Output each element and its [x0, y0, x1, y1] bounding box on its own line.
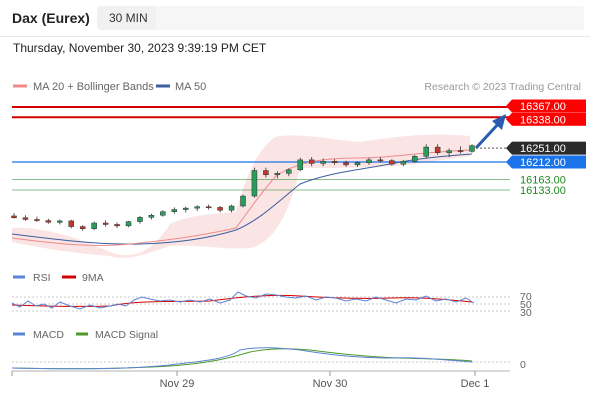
price-tag-label-0: 16367.00 [520, 101, 566, 113]
price-tag-resistance-bg [512, 112, 586, 126]
candle-body [469, 145, 475, 152]
candle-body [274, 173, 281, 176]
candle-body [377, 159, 384, 162]
price-tag-label-5: 16133.00 [520, 185, 566, 197]
candle-body [217, 207, 223, 211]
macd-line [11, 347, 473, 370]
candle-body [183, 207, 189, 210]
candle-body [434, 146, 441, 154]
candle-body [412, 156, 418, 162]
macd-signal-label: MACD Signal [95, 329, 158, 341]
forecast-arrow [474, 114, 506, 150]
x-label-nov30: Nov 30 [313, 378, 348, 390]
candle-body [22, 217, 29, 220]
candle-body [251, 170, 258, 197]
credit-text: Research © 2023 Trading Central [424, 81, 581, 93]
price-tag-label-3: 16212.00 [520, 157, 566, 169]
candle-body [194, 206, 200, 209]
price-tag-label-4: 16163.00 [520, 174, 566, 186]
rsi-ma-label: 9MA [82, 272, 104, 284]
candle-body [137, 217, 143, 222]
rsi-label: RSI [33, 272, 51, 284]
candle-body [286, 169, 292, 174]
candle-body [366, 159, 372, 163]
candle-body [102, 222, 109, 225]
candle-body [57, 220, 63, 223]
candle-body [354, 162, 361, 166]
price-tag-pointer [506, 141, 512, 155]
rsi-level-70: 70 [520, 291, 532, 303]
candle-body [148, 214, 155, 218]
price-tag-resistance-bg [512, 99, 586, 113]
price-tag-label-2: 16251.00 [520, 143, 566, 155]
main-legend: MA 20 + Bollinger Bands MA 50 Research ©… [13, 81, 581, 93]
instrument-title: Dax (Eurex) [12, 10, 90, 26]
macd-signal-line [11, 348, 473, 370]
price-tag-pointer [506, 155, 512, 169]
rsi-line [11, 291, 475, 310]
price-tag-label-1: 16338.00 [520, 114, 566, 126]
candle-body [343, 162, 349, 166]
rsi-level-50: 50 [520, 299, 532, 311]
price-tag-pivot-bg [512, 155, 586, 169]
candle-body [91, 222, 97, 229]
candle-body [125, 221, 132, 227]
candle-body [68, 220, 74, 227]
candle-body [400, 161, 407, 165]
candle-body [114, 224, 120, 227]
macd-level-0: 0 [520, 359, 526, 371]
macd-panel: MACD MACD Signal 0 [11, 329, 526, 371]
candle-body [45, 220, 52, 223]
legend-ma20-label: MA 20 + Bollinger Bands [33, 81, 154, 93]
x-label-dec1: Dec 1 [461, 378, 490, 390]
candle-body [205, 206, 212, 208]
candle-body [263, 170, 269, 176]
candle-body [423, 146, 429, 157]
ma50-line [11, 153, 473, 245]
price-levels [12, 106, 510, 191]
candle-body [228, 205, 235, 211]
price-tag-pointer [506, 99, 512, 113]
top-bar: Dax (Eurex) 30 MIN [0, 0, 590, 37]
rsi-level-30: 30 [520, 307, 532, 319]
candle-body [389, 160, 395, 165]
price-tag-pointer [506, 112, 512, 126]
candle-body [320, 161, 326, 164]
price-tag-last-price-bg [512, 141, 586, 155]
candles [11, 144, 475, 231]
ma20-line [11, 149, 473, 246]
candle-body [297, 159, 303, 171]
timeframe-selector[interactable]: 30 MIN [97, 6, 160, 30]
rsi-panel: RSI 9MA 70 50 30 [11, 272, 532, 319]
legend-ma50-label: MA 50 [175, 81, 206, 93]
candle-body [308, 159, 315, 164]
candle-body [171, 209, 178, 212]
x-axis: Nov 29 Nov 30 Dec 1 [11, 370, 510, 390]
toolbar-spacer [156, 6, 584, 30]
macd-label: MACD [33, 329, 64, 341]
candle-body [331, 161, 338, 163]
x-label-nov29: Nov 29 [160, 378, 195, 390]
candle-body [79, 226, 86, 229]
candle-body [34, 219, 40, 221]
candle-body [240, 195, 246, 207]
candle-body [446, 150, 452, 154]
candle-body [457, 150, 464, 152]
candle-body [11, 215, 17, 218]
timestamp: Thursday, November 30, 2023 9:39:19 PM C… [13, 41, 267, 55]
candle-body [160, 211, 166, 216]
